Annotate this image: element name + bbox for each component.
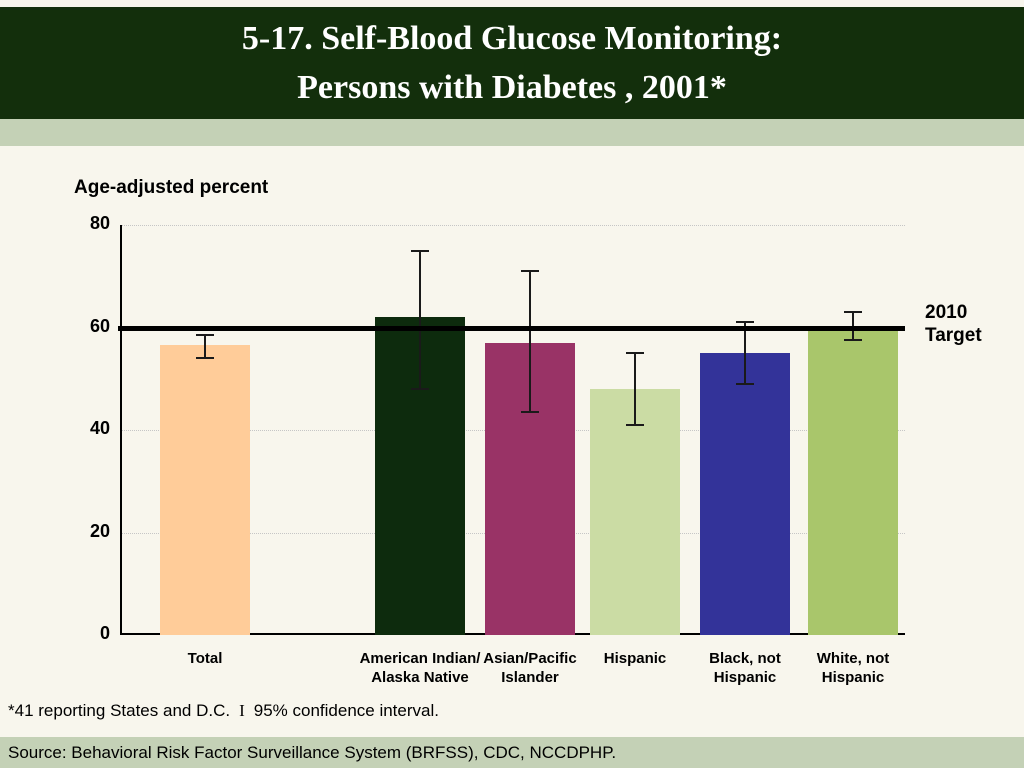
confidence-interval-symbol: I (239, 701, 245, 720)
error-bar-line-3 (634, 353, 636, 425)
error-bar-line-4 (744, 322, 746, 384)
bar-5 (808, 327, 898, 635)
x-category-label-line: Asian/Pacific (483, 650, 577, 667)
error-bar-line-2 (529, 271, 531, 413)
gridline-80 (122, 225, 905, 226)
source-bar: Source: Behavioral Risk Factor Surveilla… (0, 737, 1024, 768)
y-tick-label-20: 20 (89, 520, 110, 541)
x-category-label-line: Islander (501, 669, 559, 686)
error-bar-cap-bottom-1 (411, 388, 429, 390)
y-tick-label-80: 80 (89, 213, 110, 233)
x-category-label-line: Hispanic (713, 669, 777, 686)
source-text: Source: Behavioral Risk Factor Surveilla… (8, 743, 617, 762)
y-axis-title: Age-adjusted percent (74, 177, 269, 198)
error-bar-cap-top-3 (626, 352, 644, 355)
bar-3 (590, 389, 680, 635)
x-category-label-line: American Indian/ (359, 650, 481, 667)
footnote-prefix: *41 reporting States and D.C. (8, 701, 231, 720)
target-line (118, 325, 905, 331)
x-category-label-2: Asian/Pacific Islander (445, 649, 615, 687)
x-category-label-3: Hispanic (550, 649, 720, 668)
header-accent-band (0, 119, 1024, 146)
bar-4 (700, 353, 790, 635)
slide-title-line-1: 5-17. Self-Blood Glucose Monitoring: (241, 20, 783, 57)
slide-header: 5-17. Self-Blood Glucose Monitoring: Per… (0, 7, 1024, 119)
x-category-label-line: White, not (816, 650, 890, 667)
y-tick-label-60: 60 (89, 315, 110, 336)
slide-title-line-2: Persons with Diabetes , 2001* (297, 69, 727, 106)
x-category-label-5: White, not Hispanic (768, 649, 938, 687)
y-tick-label-0: 0 (99, 623, 110, 643)
error-bar-cap-top-1 (411, 249, 429, 252)
footnote-suffix: 95% confidence interval. (253, 701, 439, 720)
error-bar-line-0 (204, 335, 206, 359)
bar-0 (160, 345, 250, 635)
error-bar-cap-bottom-3 (626, 423, 644, 426)
error-bar-cap-top-5 (844, 311, 862, 314)
target-label-line-2: Target (925, 325, 982, 346)
x-category-label-line: Hispanic (603, 650, 667, 667)
error-bar-cap-top-4 (736, 321, 754, 324)
target-line-label: 2010 Target (925, 301, 982, 347)
footnote: *41 reporting States and D.C. I 95% confid… (8, 701, 439, 721)
x-category-label-line: Total (187, 650, 223, 667)
x-category-label-line: Alaska Native (371, 669, 469, 686)
error-bar-cap-bottom-4 (736, 382, 754, 385)
target-label-line-1: 2010 (925, 302, 968, 323)
error-bar-cap-top-0 (196, 334, 214, 337)
bar-chart-plot: 0 20 40 60 80 Total American Indian/Alaska Nat… (90, 213, 905, 686)
error-bar-cap-bottom-2 (521, 411, 539, 414)
error-bar-cap-top-2 (521, 270, 539, 273)
error-bar-line-1 (419, 250, 421, 389)
x-category-label-line: Hispanic (821, 669, 885, 686)
x-category-label-line: Black, not (709, 650, 781, 667)
x-category-label-0: Total (120, 649, 290, 668)
error-bar-cap-bottom-0 (196, 357, 214, 360)
y-tick-label-40: 40 (89, 418, 110, 438)
error-bar-cap-bottom-5 (844, 339, 862, 342)
x-category-label-4: Black, not Hispanic (660, 649, 830, 687)
x-category-label-1: American Indian/Alaska Native (335, 649, 505, 687)
